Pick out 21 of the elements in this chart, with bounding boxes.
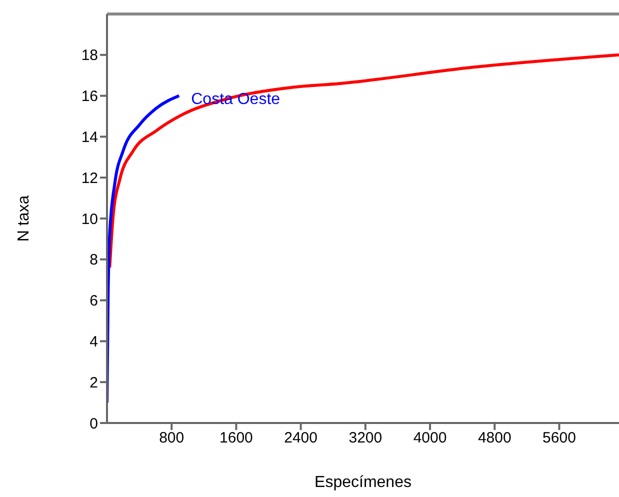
y-tick-label: 18 [81,47,98,64]
y-tick-label: 14 [81,129,98,146]
x-tick-label: 5600 [542,430,576,447]
x-tick-label: 800 [159,430,184,447]
y-tick-label: 6 [90,292,98,310]
y-tick-label: 8 [90,252,98,269]
x-tick-label: 4000 [413,430,447,447]
y-tick-label: 12 [81,170,98,187]
y-tick-label: 0 [90,415,98,432]
line-series [107,94,181,404]
x-tick-label: 1600 [220,430,253,447]
x-tick-label: 2400 [284,430,318,447]
y-tick-label: 4 [90,334,98,351]
x-axis-title: Especímenes [314,474,412,491]
y-tick-label: 16 [81,88,98,106]
x-tick-label: 4800 [478,430,512,447]
y-axis-title: N taxa [16,195,33,242]
line-series [108,53,619,270]
y-tick-label: 2 [90,374,98,392]
y-tick-label: 10 [81,210,98,228]
x-tick-label: 3200 [348,430,382,447]
